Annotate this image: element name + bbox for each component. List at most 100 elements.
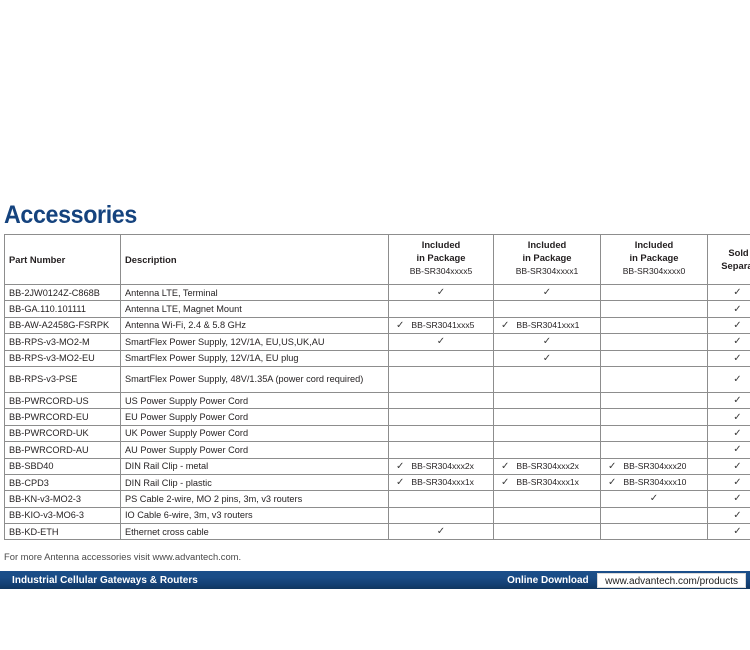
cell-pkg1: ✓ BB-SR3041xxx1 <box>493 316 601 335</box>
cell-pkg5 <box>388 349 494 367</box>
cell-pkg5 <box>388 365 494 393</box>
cell-description: IO Cable 6-wire, 3m, v3 routers <box>120 506 389 525</box>
cell-sold-separately: ✓ <box>707 316 750 335</box>
cell-model-code: BB-SR304xxx20 <box>623 460 687 471</box>
cell-pkg0 <box>600 316 708 335</box>
product-url-link[interactable]: www.advantech.com/products <box>597 572 746 588</box>
cell-description: Antenna LTE, Terminal <box>120 283 389 302</box>
col-header-sold-separately: Sold Separat <box>707 234 750 285</box>
cell-description: SmartFlex Power Supply, 12V/1A, EU,US,UK… <box>120 333 389 351</box>
table-row: BB-2JW0124Z-C868B Antenna LTE, Terminal ✓ ✓… <box>4 283 750 302</box>
check-icon: ✓ <box>733 526 742 538</box>
check-icon: ✓ <box>608 477 617 489</box>
check-icon: ✓ <box>436 336 446 348</box>
table-row: BB-RPS-v3-MO2-EU SmartFlex Power Supply, … <box>4 349 750 367</box>
col-header-model-code: BB-SR304xxxx5 <box>409 266 473 277</box>
cell-description: AU Power Supply Power Cord <box>120 441 389 459</box>
cell-sold-separately: ✓ <box>707 349 750 367</box>
check-icon: ✓ <box>396 477 405 489</box>
table-row: BB-PWRCORD-UK UK Power Supply Power Cord ✓ <box>4 424 750 443</box>
cell-pkg1 <box>493 424 601 443</box>
cell-part-number: BB-RPS-v3-MO2-EU <box>4 349 121 367</box>
check-icon: ✓ <box>733 303 742 315</box>
cell-sold-separately: ✓ <box>707 300 750 318</box>
check-icon: ✓ <box>542 287 552 299</box>
check-icon: ✓ <box>436 287 446 299</box>
cell-pkg0 <box>600 506 708 525</box>
cell-description: DIN Rail Clip - metal <box>120 457 389 475</box>
table-row: BB-SBD40 DIN Rail Clip - metal ✓ BB-SR304xx… <box>4 457 750 475</box>
table-header-row: Part Number Description Included in Pack… <box>4 234 750 285</box>
table-row: BB-PWRCORD-EU EU Power Supply Power Cord ✓ <box>4 408 750 426</box>
cell-pkg5: ✓ BB-SR304xxx1x <box>388 473 494 492</box>
cell-model-code: BB-SR304xxx1x <box>516 477 579 488</box>
cell-model-code: BB-SR3041xxx1 <box>516 319 580 330</box>
cell-part-number: BB-PWRCORD-AU <box>4 441 121 459</box>
cell-description: DIN Rail Clip - plastic <box>120 473 389 492</box>
cell-sold-separately: ✓ <box>707 523 750 541</box>
table-row: BB-AW-A2458G-FSRPK Antenna Wi-Fi, 2.4 & 5… <box>4 316 750 335</box>
cell-pkg0 <box>600 365 708 393</box>
cell-sold-separately: ✓ <box>707 408 750 426</box>
col-header-line1: Included <box>527 239 567 251</box>
table-row: BB-CPD3 DIN Rail Clip - plastic ✓ BB-SR304x… <box>4 473 750 492</box>
cell-pkg0 <box>600 441 708 459</box>
cell-part-number: BB-GA.110.101111 <box>4 300 121 318</box>
table-row: BB-KD-ETH Ethernet cross cable ✓ ✓ <box>4 523 750 541</box>
cell-pkg0 <box>600 391 708 410</box>
cell-pkg1: ✓ <box>493 349 601 367</box>
check-icon: ✓ <box>501 319 510 331</box>
cell-part-number: BB-KN-v3-MO2-3 <box>4 490 121 508</box>
col-header-line1: Included <box>634 239 674 251</box>
check-icon: ✓ <box>396 460 405 472</box>
online-download-label: Online Download <box>507 574 590 586</box>
cell-pkg1 <box>493 365 601 393</box>
col-header-line2: in Package <box>522 251 572 263</box>
col-header-part-number: Part Number <box>4 234 121 285</box>
cell-pkg1: ✓ BB-SR304xxx2x <box>493 457 601 475</box>
cell-pkg1 <box>493 408 601 426</box>
check-icon: ✓ <box>733 373 742 385</box>
cell-pkg5 <box>388 300 494 318</box>
cell-model-code: BB-SR304xxx10 <box>623 477 687 488</box>
cell-description: SmartFlex Power Supply, 12V/1A, EU plug <box>120 349 389 367</box>
cell-model-code: BB-SR3041xxx5 <box>411 319 475 330</box>
cell-pkg5 <box>388 441 494 459</box>
cell-pkg0 <box>600 333 708 351</box>
check-icon: ✓ <box>733 352 742 364</box>
table-row: BB-RPS-v3-MO2-M SmartFlex Power Supply, 1… <box>4 333 750 351</box>
cell-pkg0: ✓ BB-SR304xxx20 <box>600 457 708 475</box>
col-header-model-code: BB-SR304xxxx1 <box>515 266 579 277</box>
cell-pkg1 <box>493 391 601 410</box>
cell-pkg5 <box>388 490 494 508</box>
check-icon: ✓ <box>436 526 446 538</box>
cell-pkg1 <box>493 506 601 525</box>
cell-sold-separately: ✓ <box>707 283 750 302</box>
cell-pkg1: ✓ BB-SR304xxx1x <box>493 473 601 492</box>
footer-bar: Industrial Cellular Gateways & Routers O… <box>0 571 750 589</box>
cell-part-number: BB-RPS-v3-PSE <box>4 365 121 393</box>
cell-model-code: BB-SR304xxx2x <box>516 460 579 471</box>
table-body: BB-2JW0124Z-C868B Antenna LTE, Terminal ✓ ✓… <box>4 283 750 541</box>
cell-description: EU Power Supply Power Cord <box>120 408 389 426</box>
check-icon: ✓ <box>542 352 552 364</box>
check-icon: ✓ <box>733 395 742 407</box>
check-icon: ✓ <box>733 287 742 299</box>
cell-sold-separately: ✓ <box>707 457 750 475</box>
accessories-table: Part Number Description Included in Pack… <box>4 234 750 541</box>
cell-pkg5: ✓ <box>388 523 494 541</box>
cell-description: Ethernet cross cable <box>120 523 389 541</box>
check-icon: ✓ <box>733 444 742 456</box>
cell-sold-separately: ✓ <box>707 391 750 410</box>
cell-pkg1 <box>493 490 601 508</box>
cell-sold-separately: ✓ <box>707 473 750 492</box>
cell-pkg5: ✓ BB-SR3041xxx5 <box>388 316 494 335</box>
footer-download-group: Online Download www.advantech.com/produc… <box>505 571 750 589</box>
table-footnote: For more Antenna accessories visit www.a… <box>4 551 242 562</box>
cell-pkg1: ✓ <box>493 333 601 351</box>
col-header-line2: in Package <box>629 251 679 263</box>
cell-part-number: BB-PWRCORD-UK <box>4 424 121 443</box>
check-icon: ✓ <box>649 493 659 505</box>
cell-part-number: BB-RPS-v3-MO2-M <box>4 333 121 351</box>
